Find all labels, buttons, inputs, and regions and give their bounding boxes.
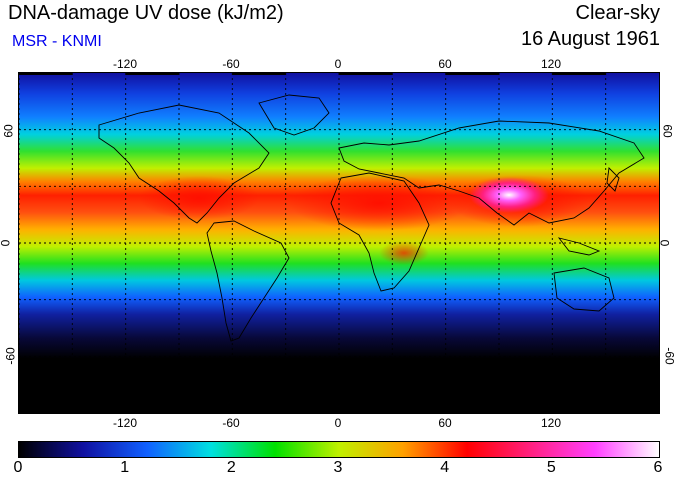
date-label: 16 August 1961 bbox=[520, 28, 660, 50]
colorbar-label: 1 bbox=[120, 459, 130, 476]
source-label: MSR - KNMI bbox=[12, 33, 102, 50]
lon-tick-top: -60 bbox=[222, 57, 240, 71]
colorbar bbox=[18, 441, 660, 458]
colorbar-label: 0 bbox=[13, 459, 23, 476]
coastlines bbox=[98, 94, 645, 342]
colorbar-label: 5 bbox=[546, 459, 556, 476]
uv-dose-map bbox=[18, 72, 660, 414]
colorbar-label: 2 bbox=[226, 459, 236, 476]
lon-tick-bottom: 0 bbox=[334, 416, 342, 430]
lon-tick-top: 120 bbox=[540, 57, 562, 71]
lon-tick-top: 60 bbox=[438, 57, 452, 71]
lat-tick-right: 60 bbox=[660, 124, 675, 138]
colorbar-label: 3 bbox=[333, 459, 343, 476]
tibet-hotspot bbox=[469, 177, 549, 213]
lat-tick-left: -60 bbox=[3, 347, 18, 365]
lon-tick-top: 0 bbox=[334, 57, 342, 71]
lat-tick-left: 0 bbox=[0, 240, 12, 247]
chart-title: DNA-damage UV dose (kJ/m2) bbox=[8, 2, 284, 24]
high-dose-americas bbox=[139, 176, 259, 220]
lon-tick-bottom: -60 bbox=[222, 416, 240, 430]
colorbar-label: 4 bbox=[440, 459, 450, 476]
lon-tick-top: -120 bbox=[112, 57, 138, 71]
high-dose-sahara bbox=[289, 175, 469, 231]
lon-tick-bottom: 120 bbox=[540, 416, 562, 430]
lat-tick-right: -60 bbox=[662, 347, 677, 365]
sky-condition: Clear-sky bbox=[575, 2, 660, 24]
high-dose-east-africa bbox=[379, 241, 429, 265]
lat-tick-left: 60 bbox=[1, 124, 16, 138]
lon-tick-bottom: 60 bbox=[438, 416, 452, 430]
frame-tick-bars bbox=[19, 73, 606, 413]
grid-lines bbox=[19, 73, 659, 413]
colorbar-label: 6 bbox=[653, 459, 663, 476]
lon-tick-bottom: -120 bbox=[112, 416, 138, 430]
